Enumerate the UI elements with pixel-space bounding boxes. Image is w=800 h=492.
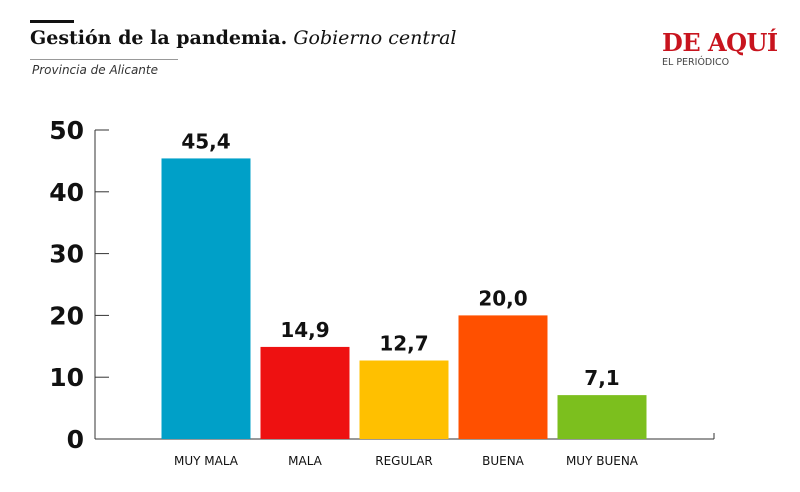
y-tick-label: 20 bbox=[49, 301, 84, 330]
bar bbox=[458, 315, 548, 439]
y-tick-label: 10 bbox=[49, 363, 84, 392]
title-secondary: Gobierno central bbox=[293, 27, 457, 49]
bar bbox=[161, 158, 251, 440]
bar-value-label: 7,1 bbox=[584, 366, 619, 390]
title-divider bbox=[30, 59, 178, 60]
chart-title: Gestión de la pandemia. Gobierno central bbox=[30, 27, 456, 49]
y-tick-label: 40 bbox=[49, 178, 84, 207]
bar-value-label: 12,7 bbox=[379, 332, 428, 356]
logo-wordmark: DE AQUÍ bbox=[662, 28, 778, 57]
bar bbox=[260, 346, 350, 439]
title-main: Gestión de la pandemia. bbox=[30, 27, 288, 49]
bar bbox=[557, 395, 647, 439]
title-accent-rule bbox=[30, 20, 74, 23]
chart-subtitle: Provincia de Alicante bbox=[32, 63, 158, 77]
publisher-logo: DE AQUÍ EL PERIÓDICO bbox=[662, 30, 778, 69]
y-tick-label: 50 bbox=[49, 116, 84, 145]
y-tick-label: 0 bbox=[67, 425, 84, 454]
y-tick-label: 30 bbox=[49, 240, 84, 269]
category-label: REGULAR bbox=[375, 454, 433, 468]
category-label: MUY MALA bbox=[174, 454, 239, 468]
category-label: MUY BUENA bbox=[566, 454, 639, 468]
category-label: BUENA bbox=[482, 454, 525, 468]
bar-value-label: 14,9 bbox=[280, 318, 329, 342]
logo-tagline: EL PERIÓDICO bbox=[662, 57, 730, 68]
bar-value-label: 20,0 bbox=[478, 286, 527, 310]
bar-value-label: 45,4 bbox=[181, 129, 230, 153]
category-label: MALA bbox=[288, 454, 323, 468]
bar bbox=[359, 360, 449, 439]
